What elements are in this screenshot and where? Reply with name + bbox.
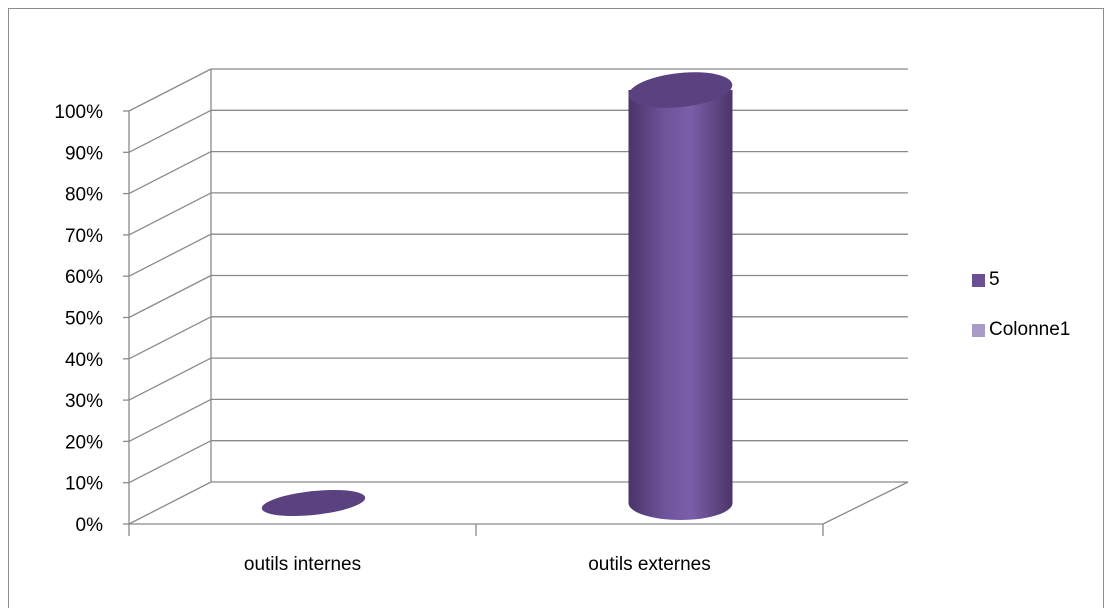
legend: 5 Colonne1	[972, 269, 1071, 370]
bar-body	[628, 90, 733, 520]
gridline-diagonal	[128, 316, 212, 360]
gridline-diagonal	[128, 192, 212, 236]
legend-label-series-1: 5	[989, 269, 1000, 290]
y-tick-label: 50%	[65, 309, 103, 330]
legend-item-series-1: 5	[972, 269, 1070, 290]
y-tick-label: 0%	[76, 515, 104, 536]
gridline-diagonal	[128, 357, 212, 401]
chart-frame	[8, 8, 1104, 608]
x-tick-label: outils externes	[588, 554, 711, 575]
y-tick-label: 60%	[65, 267, 103, 288]
gridline-diagonal	[128, 398, 212, 442]
gridline-diagonal	[128, 109, 212, 153]
legend-label-series-2: Colonne1	[989, 319, 1071, 340]
y-tick-label: 90%	[65, 143, 103, 164]
bar-top	[261, 489, 366, 517]
bar-top	[628, 72, 733, 108]
y-tick-label: 20%	[65, 432, 103, 453]
floor-right-edge	[822, 481, 909, 525]
x-tick-label: outils internes	[244, 554, 361, 575]
gridline-diagonal	[128, 151, 212, 195]
gridline-diagonal	[128, 68, 212, 112]
gridline-diagonal	[128, 274, 212, 319]
legend-swatch-series-1	[972, 273, 985, 287]
legend-item-series-2: Colonne1	[972, 319, 1071, 340]
chart-plot: 0% 10% 20% 30% 40% 50% 60% 70% 80% 90% 100% outils …	[54, 68, 909, 575]
y-tick-label: 80%	[65, 185, 103, 206]
y-tick-label: 40%	[65, 350, 103, 371]
bar-cylinder	[628, 72, 733, 520]
gridline-diagonal	[128, 481, 212, 525]
legend-swatch-series-2	[972, 323, 985, 337]
y-tick-label: 10%	[65, 474, 103, 495]
bar-cylinder	[261, 489, 366, 517]
y-tick-label: 70%	[65, 226, 103, 247]
gridline-diagonal	[128, 233, 212, 277]
y-tick-label: 100%	[54, 102, 103, 123]
y-tick-label: 30%	[65, 391, 103, 412]
gridline-diagonal	[128, 440, 212, 484]
